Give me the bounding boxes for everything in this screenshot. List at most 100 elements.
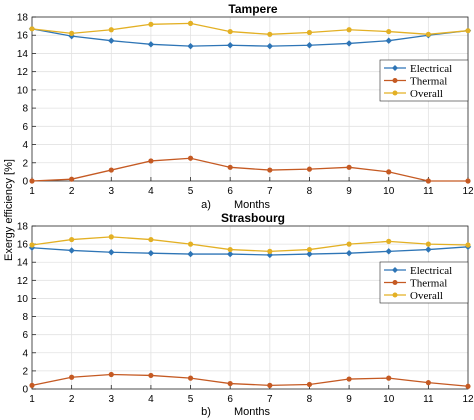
data-point-thermal <box>108 167 114 173</box>
data-point-overall <box>425 31 431 37</box>
data-point-thermal <box>306 166 313 172</box>
data-point-thermal <box>386 169 392 175</box>
x-tick-label: 6 <box>227 186 233 197</box>
x-axis-label-strasbourg: Months <box>234 406 271 418</box>
data-point-overall <box>306 29 313 36</box>
y-tick-label: 0 <box>22 385 28 396</box>
data-point-electrical <box>28 244 36 251</box>
data-point-thermal <box>29 382 35 388</box>
data-point-electrical <box>385 37 392 44</box>
x-tick-label: 7 <box>267 394 273 405</box>
legend-label-thermal: Thermal <box>410 76 447 88</box>
data-point-electrical <box>345 249 353 257</box>
chart-title-strasbourg: Strasbourg <box>221 211 285 225</box>
x-tick-label: 6 <box>227 394 233 405</box>
x-tick-label: 11 <box>423 186 434 197</box>
y-tick-label: 8 <box>22 312 28 323</box>
data-point-overall <box>465 28 471 34</box>
data-point-electrical <box>226 250 234 258</box>
data-point-overall <box>227 246 233 253</box>
data-point-thermal <box>227 164 233 170</box>
data-point-overall <box>69 236 75 243</box>
axes-box-strasbourg <box>31 225 469 390</box>
data-point-electrical <box>108 37 115 44</box>
data-point-thermal <box>267 382 273 388</box>
y-tick-label: 10 <box>17 294 29 305</box>
series-line-overall <box>31 236 469 253</box>
x-tick-label: 3 <box>108 186 114 197</box>
data-point-thermal <box>69 176 75 182</box>
x-tick-label: 12 <box>462 394 474 405</box>
data-point-thermal <box>69 374 75 380</box>
data-point-electrical <box>68 247 75 254</box>
legend-marker-electrical <box>392 65 398 71</box>
data-point-overall <box>267 248 273 254</box>
data-point-thermal <box>108 371 114 378</box>
data-point-electrical <box>425 246 432 253</box>
data-point-overall <box>29 242 35 248</box>
data-point-overall <box>187 20 194 26</box>
data-point-electrical <box>306 42 313 49</box>
data-point-thermal <box>386 375 392 381</box>
x-tick-label: 4 <box>148 394 154 405</box>
data-point-thermal <box>346 164 352 170</box>
plot-area-strasbourg <box>32 226 468 389</box>
data-point-electrical <box>147 41 155 48</box>
y-tick-label: 14 <box>17 258 29 269</box>
series-line-electrical <box>31 246 469 256</box>
x-tick-label: 9 <box>346 394 352 405</box>
data-point-overall <box>227 28 233 35</box>
y-tick-label: 14 <box>17 49 29 60</box>
x-tick-label: 1 <box>29 394 35 405</box>
data-point-thermal <box>465 383 471 389</box>
data-point-overall <box>386 28 392 35</box>
y-tick-label: 2 <box>22 366 28 377</box>
panel-label-a: a) <box>201 199 211 211</box>
x-tick-label: 5 <box>188 394 194 405</box>
data-point-thermal <box>148 158 154 164</box>
data-point-overall <box>346 241 352 247</box>
data-point-overall <box>29 26 35 32</box>
data-point-thermal <box>227 380 233 387</box>
data-point-electrical <box>187 250 194 258</box>
x-tick-label: 1 <box>29 186 35 197</box>
data-point-thermal <box>187 375 194 381</box>
chart-title-tampere: Tampere <box>228 2 277 16</box>
data-point-overall <box>267 31 273 37</box>
data-point-thermal <box>306 381 313 388</box>
x-tick-label: 10 <box>383 394 395 405</box>
series-line-overall <box>31 22 469 35</box>
legend-label-overall: Overall <box>410 290 443 302</box>
x-tick-label: 3 <box>108 394 114 405</box>
x-tick-label: 11 <box>423 394 434 405</box>
data-point-overall <box>69 30 75 36</box>
y-tick-label: 18 <box>17 222 29 233</box>
y-tick-label: 6 <box>22 330 28 341</box>
data-point-electrical <box>187 42 194 50</box>
y-tick-label: 4 <box>22 348 28 359</box>
y-axis-label: Exergy efficiency [%] <box>3 159 15 261</box>
y-tick-label: 12 <box>17 276 29 287</box>
x-tick-label: 2 <box>69 394 75 405</box>
data-point-overall <box>108 234 114 240</box>
y-tick-label: 16 <box>17 31 29 42</box>
y-tick-label: 2 <box>22 158 28 169</box>
x-tick-label: 7 <box>267 186 273 197</box>
legend-label-thermal: Thermal <box>410 278 447 290</box>
panel-label-b: b) <box>201 406 211 418</box>
data-point-electrical <box>226 42 234 49</box>
y-tick-label: 12 <box>17 67 29 78</box>
x-tick-label: 9 <box>346 186 352 197</box>
series-line-thermal <box>31 157 468 182</box>
x-tick-label: 12 <box>462 186 474 197</box>
data-point-thermal <box>346 376 352 382</box>
y-tick-label: 8 <box>22 104 28 115</box>
x-tick-label: 5 <box>188 186 194 197</box>
y-tick-label: 10 <box>17 85 29 96</box>
x-axis-label-tampere: Months <box>234 199 271 211</box>
data-point-thermal <box>267 167 273 173</box>
series-line-electrical <box>31 28 469 47</box>
y-tick-label: 16 <box>17 240 29 251</box>
